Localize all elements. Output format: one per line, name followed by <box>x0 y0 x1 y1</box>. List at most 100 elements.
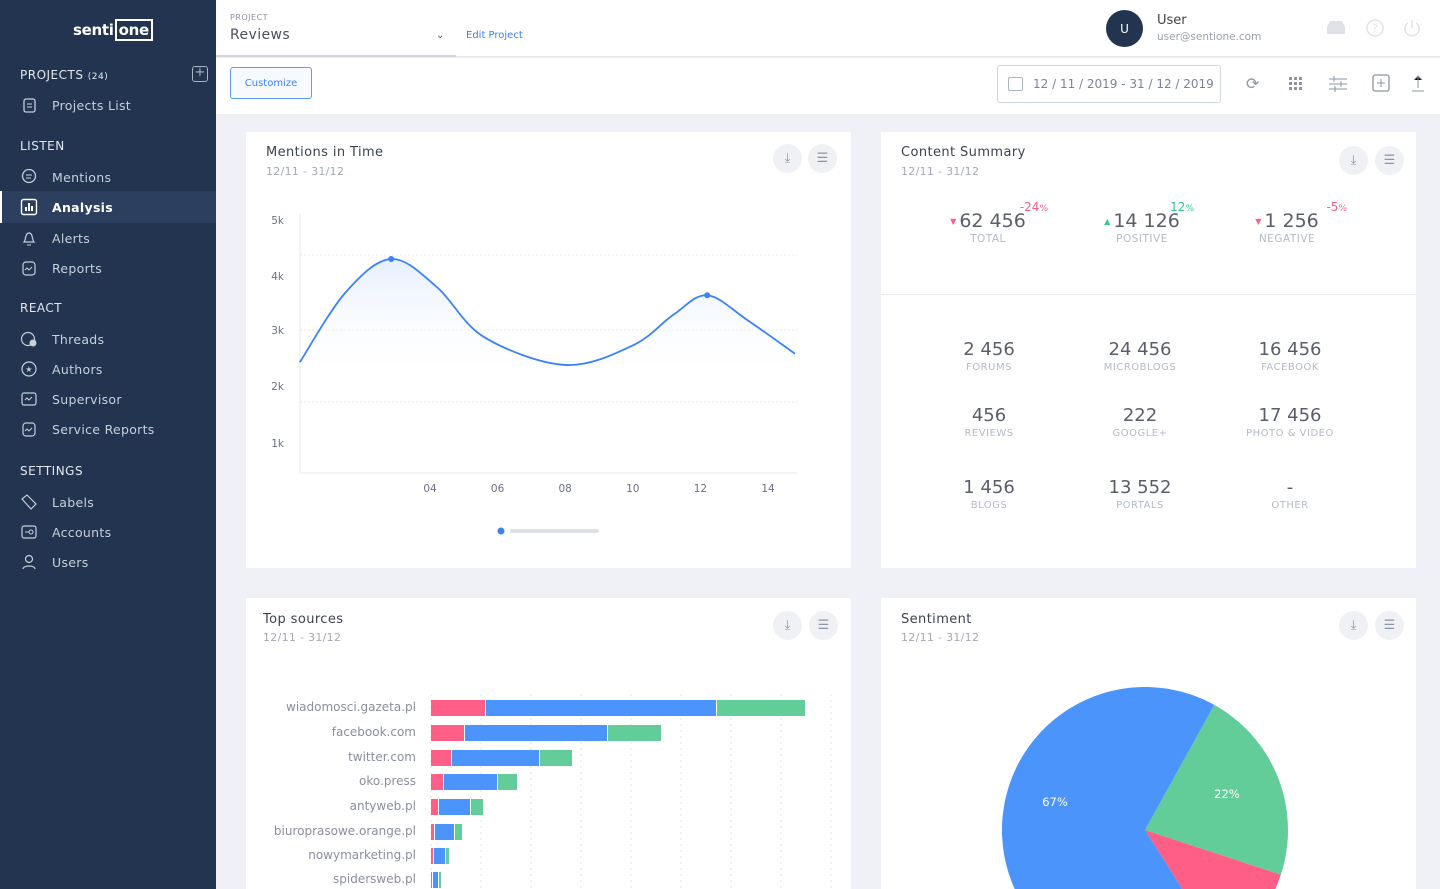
help-icon[interactable]: ? <box>1365 18 1385 43</box>
sidebar-section-listen: LISTEN <box>20 139 65 153</box>
sidebar-item-mentions[interactable]: Mentions <box>0 161 216 193</box>
bar-segment[interactable] <box>608 725 661 741</box>
bar-segment[interactable] <box>431 700 485 716</box>
x-tick-label: 12 <box>694 483 707 495</box>
line-area <box>299 258 796 382</box>
inbox-icon[interactable] <box>1326 19 1346 40</box>
source-label: antyweb.pl <box>349 799 416 813</box>
pie-slice[interactable] <box>1002 687 1215 889</box>
download-icon[interactable]: ⤓ <box>1339 146 1368 175</box>
sidebar-item-projects-list[interactable]: Projects List <box>0 89 216 121</box>
tag-icon <box>20 493 38 511</box>
bar-segment[interactable] <box>444 774 497 790</box>
bar-segment[interactable] <box>431 799 438 815</box>
card-subtitle: 12/11 - 31/12 <box>266 165 345 178</box>
power-icon[interactable] <box>1402 18 1422 43</box>
add-project-icon[interactable]: + <box>192 66 208 82</box>
chart-scrollbar[interactable] <box>510 529 599 533</box>
pie-label: 67% <box>1042 795 1068 809</box>
bar-segment[interactable] <box>431 824 434 840</box>
x-tick-label: 08 <box>559 483 572 495</box>
line-series <box>299 258 796 366</box>
top-sources-card: Top sources 12/11 - 31/12 ⤓ ☰ wiadomosci… <box>246 598 851 889</box>
report-icon <box>20 420 38 438</box>
user-email: user@sentione.com <box>1157 31 1262 43</box>
settings-sliders-icon[interactable]: ☰ <box>1375 146 1404 175</box>
pie-slice[interactable] <box>1145 704 1288 875</box>
card-title: Top sources <box>263 612 344 627</box>
stat-reviews: 456 REVIEWS <box>964 405 1014 439</box>
download-icon[interactable]: ⤓ <box>773 611 802 640</box>
bar-chart-icon <box>20 198 38 216</box>
sidebar-item-service-reports[interactable]: Service Reports <box>0 413 216 445</box>
bar-segment[interactable] <box>431 848 433 864</box>
source-label: oko.press <box>359 774 416 788</box>
bar-segment[interactable] <box>446 848 449 864</box>
refresh-icon[interactable]: ⟳ <box>1246 74 1260 93</box>
filters-icon[interactable] <box>1329 76 1347 96</box>
export-icon[interactable] <box>1412 74 1424 96</box>
bar-segment[interactable] <box>431 750 451 766</box>
bar-segment[interactable] <box>431 725 464 741</box>
add-widget-icon[interactable] <box>1372 74 1390 96</box>
stat-facebook: 16 456 FACEBOOK <box>1258 339 1322 373</box>
sidebar-item-authors[interactable]: ★ Authors <box>0 353 216 385</box>
sidebar-item-users[interactable]: Users <box>0 546 216 578</box>
edit-project-link[interactable]: Edit Project <box>466 30 523 41</box>
x-tick-label: 14 <box>761 483 775 495</box>
sidebar-item-alerts[interactable]: Alerts <box>0 222 216 254</box>
settings-sliders-icon[interactable]: ☰ <box>1375 611 1404 640</box>
avatar[interactable]: U <box>1106 10 1143 47</box>
bar-segment[interactable] <box>486 700 716 716</box>
card-subtitle: 12/11 - 31/12 <box>901 165 980 178</box>
sidebar-item-threads[interactable]: Threads <box>0 323 216 355</box>
project-select-underline <box>216 55 456 57</box>
settings-sliders-icon[interactable]: ☰ <box>808 144 837 173</box>
date-range-picker[interactable]: 12 / 11 / 2019 - 31 / 12 / 2019 <box>997 65 1221 103</box>
bar-segment[interactable] <box>433 872 438 888</box>
sentione-logo[interactable]: senti one <box>73 19 153 41</box>
y-tick-label: 1k <box>271 438 285 450</box>
bar-segment[interactable] <box>452 750 539 766</box>
bar-segment[interactable] <box>434 848 445 864</box>
settings-sliders-icon[interactable]: ☰ <box>809 611 838 640</box>
bar-segment[interactable] <box>717 700 805 716</box>
bar-segment[interactable] <box>431 774 443 790</box>
calendar-icon <box>1008 77 1023 91</box>
user-name: User <box>1157 13 1187 28</box>
download-icon[interactable]: ⤓ <box>773 144 802 173</box>
bar-segment[interactable] <box>431 872 432 888</box>
bar-segment[interactable] <box>439 872 441 888</box>
bar-segment[interactable] <box>455 824 462 840</box>
project-label: PROJECT <box>230 13 269 22</box>
source-label: twitter.com <box>348 750 416 764</box>
scroll-dot[interactable] <box>497 527 505 535</box>
sidebar-item-analysis[interactable]: Analysis <box>0 191 216 223</box>
sidebar-item-reports[interactable]: Reports <box>0 252 216 284</box>
pie-slice[interactable] <box>1145 830 1281 889</box>
sidebar: senti one PROJECTS (24) + Projects List L… <box>0 0 216 889</box>
card-title: Content Summary <box>901 145 1026 160</box>
project-select[interactable]: Reviews <box>230 27 291 43</box>
projects-heading: PROJECTS (24) <box>20 68 109 82</box>
sidebar-item-accounts[interactable]: Accounts <box>0 516 216 548</box>
data-point <box>388 256 395 263</box>
bar-segment[interactable] <box>471 799 483 815</box>
monitor-chart-icon <box>20 390 38 408</box>
source-label: wiadomosci.gazeta.pl <box>286 700 416 714</box>
customize-button[interactable]: Customize <box>230 67 312 99</box>
download-icon[interactable]: ⤓ <box>1339 611 1368 640</box>
key-icon <box>20 523 38 541</box>
bell-icon <box>20 229 38 247</box>
sidebar-item-labels[interactable]: Labels <box>0 486 216 518</box>
chevron-down-icon[interactable]: ⌄ <box>436 30 445 41</box>
bar-segment[interactable] <box>435 824 454 840</box>
grid-icon[interactable] <box>1289 76 1303 95</box>
bar-segment[interactable] <box>465 725 607 741</box>
bar-segment[interactable] <box>439 799 470 815</box>
sidebar-item-supervisor[interactable]: Supervisor <box>0 383 216 415</box>
bar-segment[interactable] <box>540 750 572 766</box>
documents-icon <box>20 96 38 114</box>
stat-microblogs: 24 456 MICROBLOGS <box>1103 339 1177 373</box>
bar-segment[interactable] <box>498 774 517 790</box>
